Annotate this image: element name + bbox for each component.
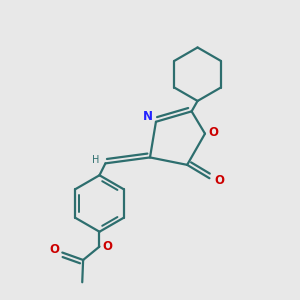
Text: N: N bbox=[142, 110, 153, 123]
Text: O: O bbox=[103, 240, 113, 253]
Text: O: O bbox=[214, 174, 224, 187]
Text: O: O bbox=[208, 126, 218, 139]
Text: H: H bbox=[92, 154, 100, 164]
Text: O: O bbox=[49, 243, 59, 256]
